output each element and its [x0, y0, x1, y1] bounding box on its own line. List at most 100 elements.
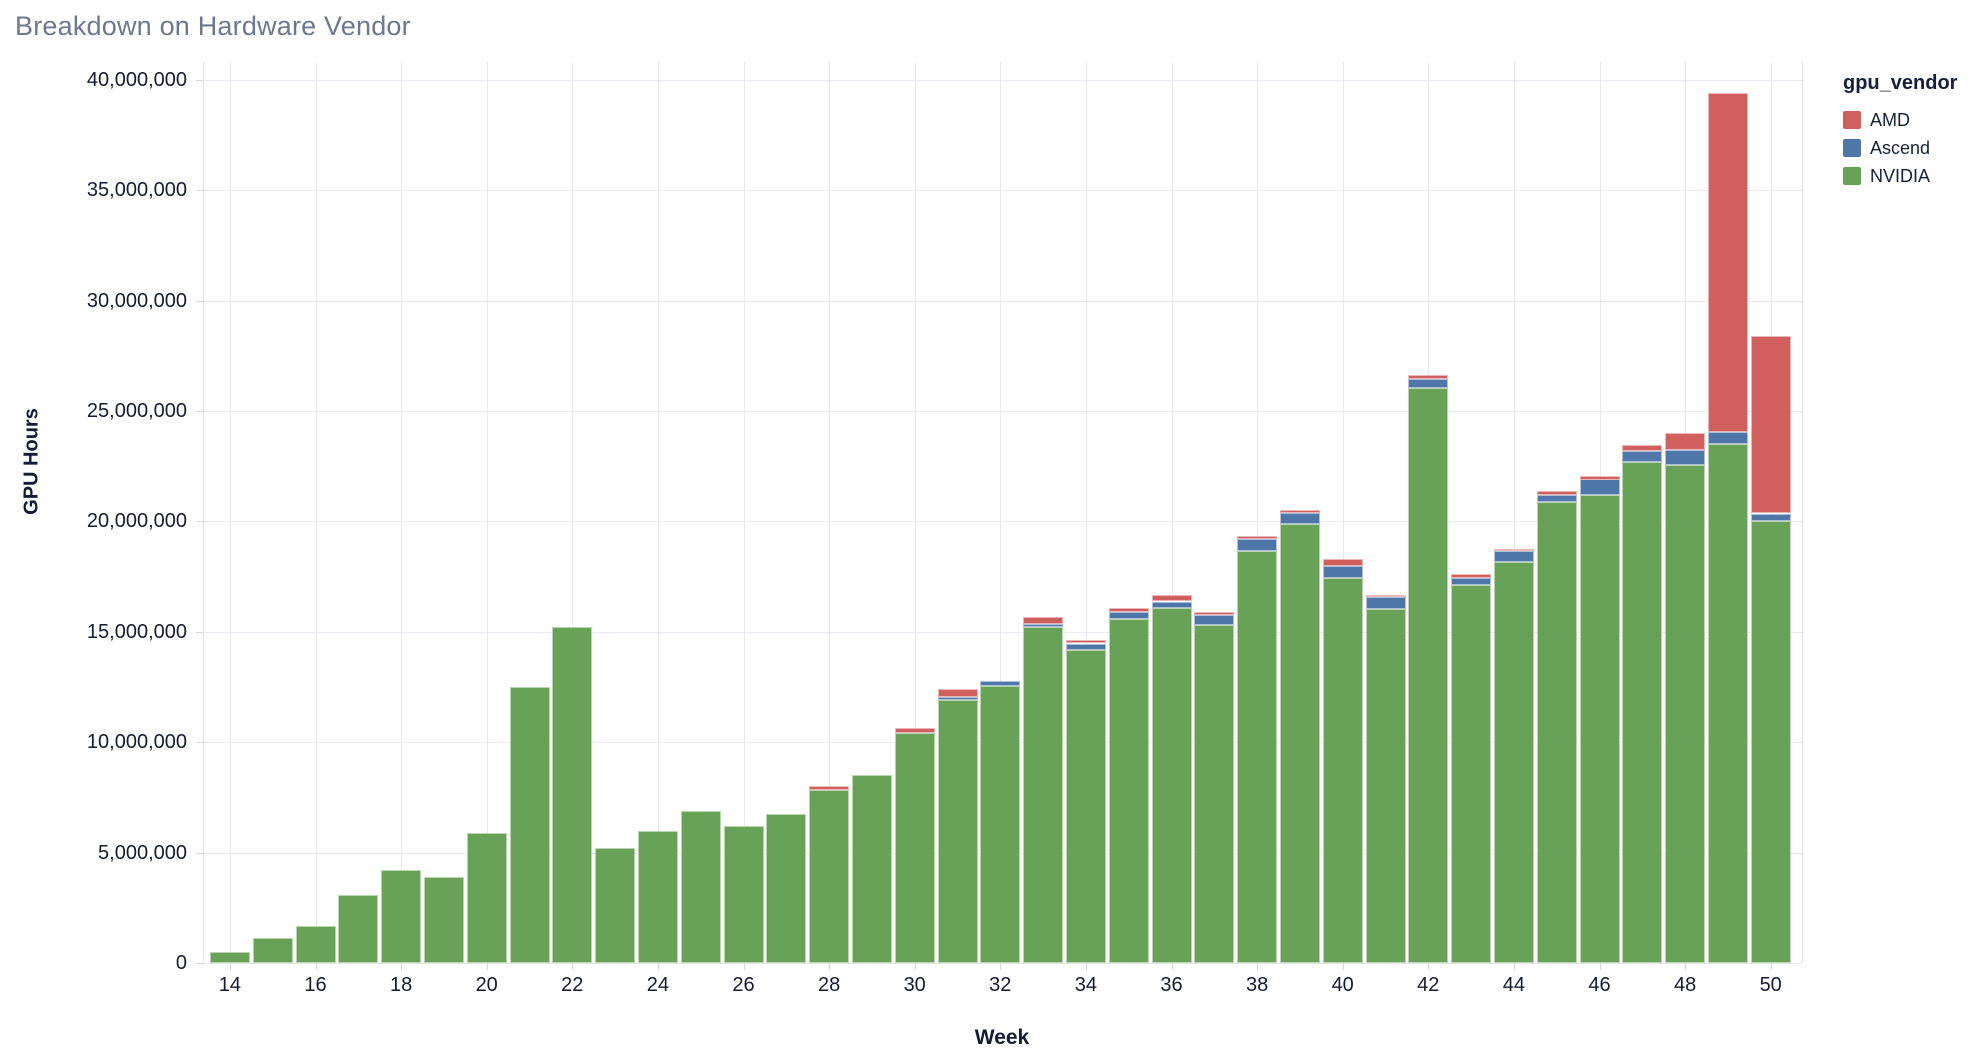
y-tick-mark: [196, 852, 203, 854]
bar-week-40-nvidia[interactable]: [1322, 577, 1363, 963]
bar-week-28-amd[interactable]: [809, 785, 850, 790]
bar-week-32-ascend[interactable]: [980, 680, 1021, 686]
bar-week-37-nvidia[interactable]: [1194, 625, 1235, 963]
bar-week-15-nvidia[interactable]: [252, 937, 293, 963]
bar-week-16-nvidia[interactable]: [295, 925, 336, 963]
bar-week-39-nvidia[interactable]: [1279, 523, 1320, 963]
bar-week-36-amd[interactable]: [1151, 594, 1192, 602]
bar-week-42-amd[interactable]: [1408, 375, 1449, 379]
bar-week-30-nvidia[interactable]: [894, 733, 935, 963]
bar-week-44-amd[interactable]: [1493, 549, 1534, 552]
bar-week-48-amd[interactable]: [1665, 433, 1706, 451]
bar-week-49-nvidia[interactable]: [1707, 444, 1748, 963]
bar-week-30-amd[interactable]: [894, 728, 935, 734]
bar-week-22-nvidia[interactable]: [552, 627, 593, 963]
bar-week-39-ascend[interactable]: [1279, 512, 1320, 524]
bar-week-31-amd[interactable]: [937, 689, 978, 698]
bar-week-32-nvidia[interactable]: [980, 685, 1021, 963]
grid-line-y-0: [203, 963, 1802, 964]
bar-week-47-ascend[interactable]: [1622, 450, 1663, 462]
bar-week-19-nvidia[interactable]: [423, 876, 464, 963]
bar-week-25-nvidia[interactable]: [680, 810, 721, 963]
bar-week-17-nvidia[interactable]: [338, 894, 379, 963]
bar-week-37-ascend[interactable]: [1194, 615, 1235, 626]
bar-week-33-ascend[interactable]: [1023, 624, 1064, 628]
x-tick-mark: [1685, 963, 1687, 970]
bar-week-28-nvidia[interactable]: [809, 789, 850, 963]
y-tick-label: 35,000,000: [86, 179, 187, 202]
bar-week-33-amd[interactable]: [1023, 617, 1064, 625]
bar-week-46-ascend[interactable]: [1579, 479, 1620, 495]
x-tick-label: 44: [1502, 974, 1526, 996]
grid-line-x-36: [1171, 62, 1173, 963]
bar-week-50-amd[interactable]: [1750, 335, 1791, 514]
bar-week-14-nvidia[interactable]: [209, 952, 250, 963]
bar-week-31-ascend[interactable]: [937, 697, 978, 701]
bar-week-43-ascend[interactable]: [1451, 577, 1492, 586]
bar-week-45-amd[interactable]: [1536, 490, 1577, 495]
bar-week-50-nvidia[interactable]: [1750, 521, 1791, 963]
bar-week-33-nvidia[interactable]: [1023, 627, 1064, 963]
bar-week-43-nvidia[interactable]: [1451, 585, 1492, 963]
bar-week-40-ascend[interactable]: [1322, 565, 1363, 578]
legend-label: NVIDIA: [1870, 166, 1931, 186]
x-tick-mark: [1428, 963, 1430, 970]
bar-week-47-amd[interactable]: [1622, 445, 1663, 451]
bar-week-34-nvidia[interactable]: [1065, 649, 1106, 963]
bar-week-41-nvidia[interactable]: [1365, 608, 1406, 963]
bar-week-39-amd[interactable]: [1279, 510, 1320, 513]
bar-week-44-ascend[interactable]: [1493, 551, 1534, 563]
bar-week-46-nvidia[interactable]: [1579, 494, 1620, 963]
y-tick-label: 10,000,000: [86, 731, 187, 754]
x-tick-mark: [1257, 963, 1259, 970]
bar-week-35-ascend[interactable]: [1108, 611, 1149, 619]
bar-week-36-nvidia[interactable]: [1151, 607, 1192, 963]
bar-week-42-nvidia[interactable]: [1408, 387, 1449, 963]
bar-week-21-nvidia[interactable]: [509, 687, 550, 963]
bar-week-40-amd[interactable]: [1322, 558, 1363, 566]
bar-week-45-ascend[interactable]: [1536, 494, 1577, 502]
bar-week-43-amd[interactable]: [1451, 573, 1492, 578]
bar-week-41-ascend[interactable]: [1365, 596, 1406, 609]
bar-week-38-nvidia[interactable]: [1237, 551, 1278, 963]
bar-week-35-amd[interactable]: [1108, 607, 1149, 612]
bar-week-36-ascend[interactable]: [1151, 601, 1192, 608]
bar-week-46-amd[interactable]: [1579, 475, 1620, 480]
y-tick-label: 40,000,000: [86, 68, 187, 91]
bar-week-23-nvidia[interactable]: [595, 848, 636, 963]
bar-week-18-nvidia[interactable]: [381, 870, 422, 963]
bar-week-47-nvidia[interactable]: [1622, 461, 1663, 963]
bar-week-48-ascend[interactable]: [1665, 450, 1706, 466]
bar-week-49-ascend[interactable]: [1707, 432, 1748, 445]
x-tick-mark: [1770, 963, 1772, 970]
bar-week-48-nvidia[interactable]: [1665, 465, 1706, 963]
grid-line-x-20: [486, 62, 488, 963]
bar-week-41-amd[interactable]: [1365, 594, 1406, 597]
bar-week-38-amd[interactable]: [1237, 535, 1278, 540]
x-tick-mark: [315, 963, 317, 970]
legend-item-amd[interactable]: AMD: [1843, 111, 1968, 129]
bar-week-31-nvidia[interactable]: [937, 700, 978, 963]
bar-week-50-ascend[interactable]: [1750, 513, 1791, 522]
bar-week-42-ascend[interactable]: [1408, 379, 1449, 388]
bar-week-24-nvidia[interactable]: [637, 830, 678, 963]
bar-week-38-ascend[interactable]: [1237, 539, 1278, 552]
bar-week-29-nvidia[interactable]: [851, 775, 892, 963]
bar-week-44-nvidia[interactable]: [1493, 562, 1534, 963]
bar-week-26-nvidia[interactable]: [723, 826, 764, 963]
x-axis-title: Week: [974, 1026, 1030, 1049]
legend-item-ascend[interactable]: Ascend: [1843, 139, 1968, 157]
bar-week-27-nvidia[interactable]: [766, 814, 807, 963]
y-tick-mark: [196, 963, 203, 964]
bar-week-34-ascend[interactable]: [1065, 643, 1106, 650]
bar-week-49-amd[interactable]: [1707, 93, 1748, 432]
x-tick-label: 42: [1417, 974, 1440, 996]
bar-week-34-amd[interactable]: [1065, 640, 1106, 644]
grid-line-x-44: [1513, 62, 1515, 963]
bar-week-45-nvidia[interactable]: [1536, 501, 1577, 963]
x-tick-label: 26: [732, 974, 755, 996]
bar-week-37-amd[interactable]: [1194, 612, 1235, 616]
bar-week-35-nvidia[interactable]: [1108, 618, 1149, 963]
bar-week-20-nvidia[interactable]: [466, 832, 507, 963]
legend-item-nvidia[interactable]: NVIDIA: [1843, 167, 1968, 185]
